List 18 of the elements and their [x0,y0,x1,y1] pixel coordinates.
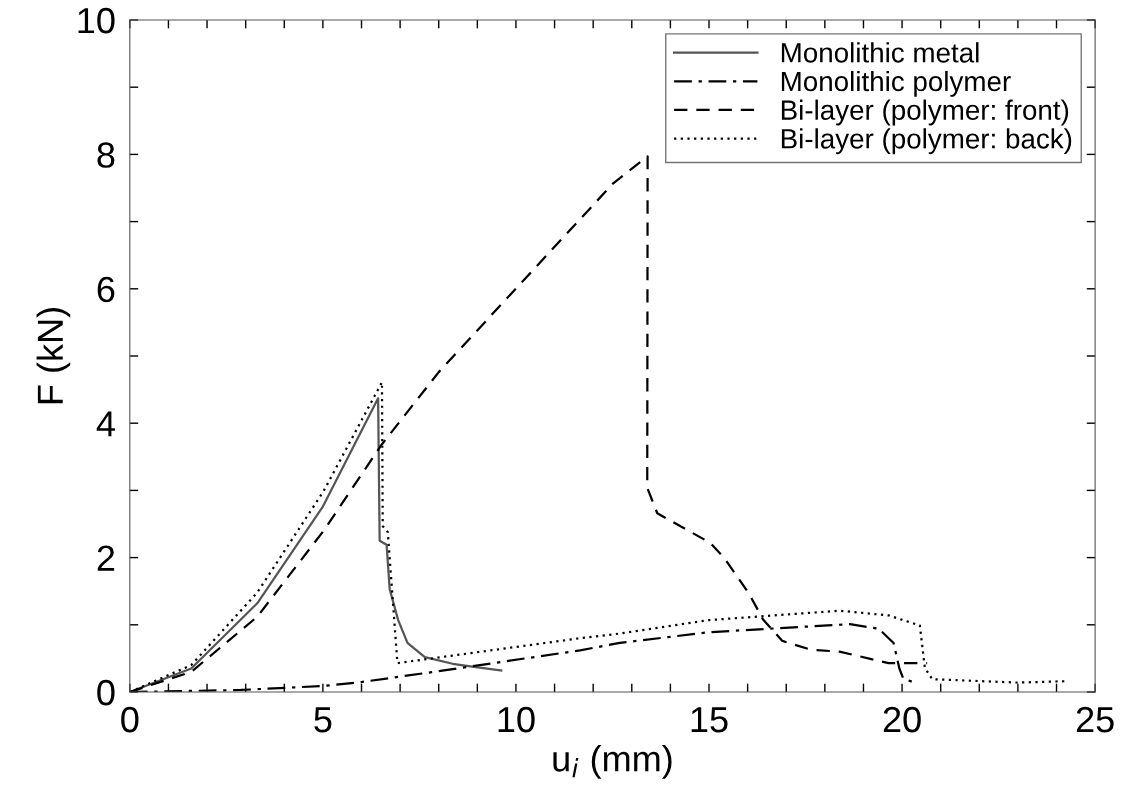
x-tick-label: 10 [498,706,535,733]
y-tick-label: 2 [97,545,115,571]
x-tick-label: 25 [1076,706,1114,733]
x-tick-label: 5 [314,707,332,733]
x-axis-title: u$_{i}$ (mm) [553,745,672,779]
legend-label: Monolithic metal [781,42,979,63]
y-tick-label: 0 [97,679,115,706]
legend-label: Monolithic polymer [781,70,1011,97]
x-tick-label: 0 [121,706,139,733]
x-tick-label: 20 [883,706,921,733]
y-tick-label: 6 [97,276,115,303]
legend-label: Bi-layer (polymer: front) [781,99,1069,126]
x-tick-label: 15 [691,707,728,733]
y-tick-label: 10 [78,7,115,34]
y-tick-label: 8 [97,142,115,168]
y-axis-title: F (kN) [36,308,71,404]
legend-label: Bi-layer (polymer: back) [781,128,1072,155]
y-tick-label: 4 [96,411,115,437]
